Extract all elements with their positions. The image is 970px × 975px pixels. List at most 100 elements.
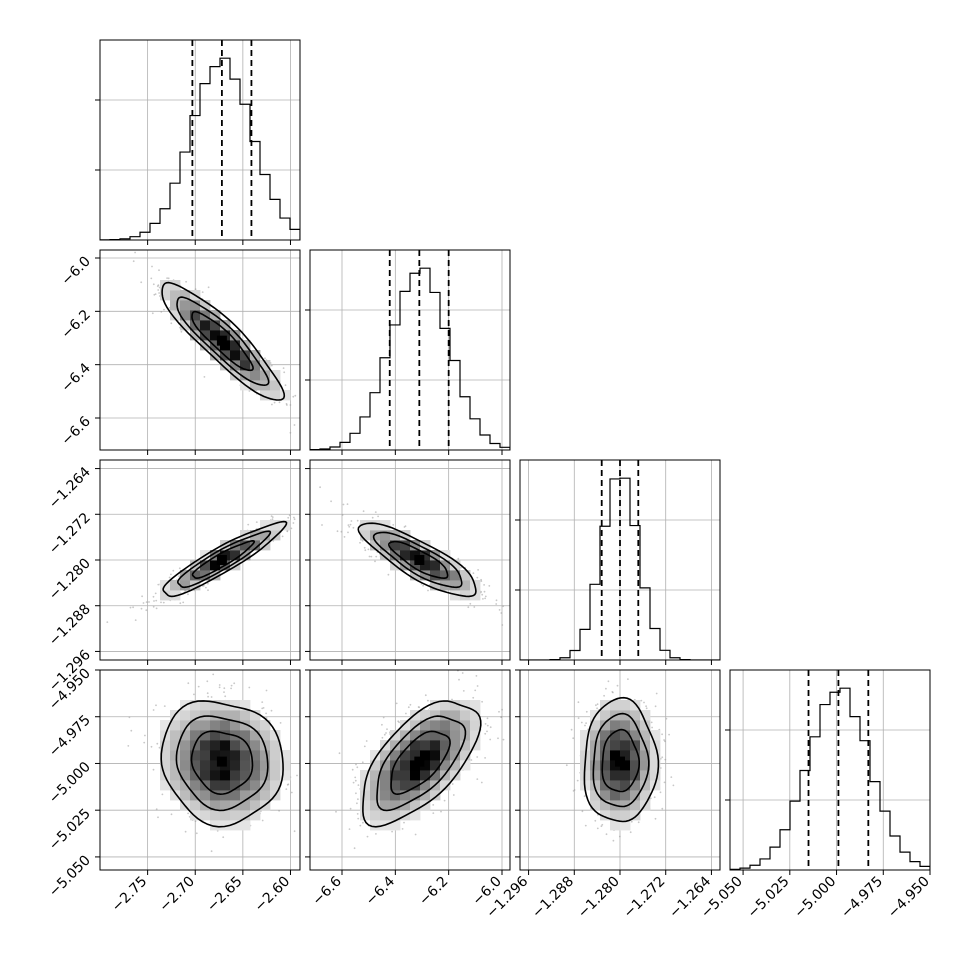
scatter-point [223, 687, 226, 690]
scatter-point [489, 738, 492, 741]
scatter-point [472, 696, 475, 699]
density-cell [260, 370, 271, 381]
density-cell [210, 710, 221, 721]
scatter-point [573, 789, 576, 791]
density-cell [650, 770, 661, 781]
scatter-point [611, 691, 614, 693]
y-tick-label: −1.264 [46, 464, 94, 512]
density-cell [430, 740, 441, 751]
scatter-point [364, 549, 367, 552]
density-cell [400, 530, 411, 541]
scatter-point [355, 763, 357, 766]
density-cell [170, 780, 181, 791]
density-cell [230, 810, 241, 821]
scatter-point [203, 376, 206, 378]
scatter-point [153, 600, 155, 602]
scatter-point [387, 573, 390, 576]
scatter-point [270, 709, 273, 712]
scatter-point [585, 722, 587, 724]
density-cell [270, 530, 281, 541]
scatter-point [172, 569, 175, 572]
scatter-point [501, 624, 504, 626]
scatter-point [290, 527, 293, 530]
y-tick-label: −5.025 [46, 806, 94, 854]
density-cell [240, 720, 251, 731]
panel-frame [309, 249, 511, 451]
density-cell [470, 700, 481, 711]
panel-2-1 [305, 459, 511, 665]
density-cell [390, 820, 401, 831]
density-cell [260, 770, 271, 781]
density-cell [630, 710, 641, 721]
contour-2sigma [160, 700, 284, 828]
density-cell [200, 710, 211, 721]
density-cell [370, 760, 381, 771]
density-cell [460, 590, 471, 601]
scatter-point [271, 518, 274, 520]
scatter-point [160, 601, 162, 604]
density-cell [390, 800, 401, 811]
scatter-point [371, 516, 374, 519]
scatter-point [161, 793, 164, 796]
density-cell [240, 710, 251, 721]
scatter-point [187, 682, 190, 685]
scatter-point [285, 788, 288, 790]
density-cell [260, 390, 271, 401]
density-cell [360, 800, 371, 811]
x-tick-label: −2.65 [204, 874, 246, 916]
density-cell [600, 760, 611, 771]
scatter-point [353, 847, 356, 850]
scatter-point [672, 784, 675, 787]
scatter-point [585, 710, 588, 713]
scatter-point [414, 833, 417, 836]
density-cell [410, 740, 421, 751]
density-cell [240, 740, 251, 751]
scatter-point [158, 269, 160, 272]
density-cell [200, 560, 211, 571]
density-cell [460, 570, 471, 581]
density-cell [200, 740, 211, 751]
scatter-point [486, 717, 489, 720]
scatter-point [150, 277, 153, 280]
scatter-point [262, 707, 265, 709]
scatter-point [261, 819, 264, 822]
panel-2-0 [95, 459, 301, 665]
scatter-point [342, 503, 345, 506]
density-cell [410, 800, 421, 811]
density-cell [260, 730, 271, 741]
density-cell [210, 820, 221, 831]
density-cell [400, 720, 411, 731]
scatter-point [247, 523, 250, 526]
density-cell [230, 770, 241, 781]
density-cell [270, 520, 281, 531]
density-cell [230, 330, 241, 341]
density-cell [640, 720, 651, 731]
density-cell [610, 720, 621, 731]
density-cell [240, 780, 251, 791]
density-cell [240, 370, 251, 381]
density-cell [470, 710, 481, 721]
density-cell [460, 580, 471, 591]
density-cell [360, 770, 371, 781]
density-cell [640, 750, 651, 761]
x-tick-label: −4.975 [838, 874, 886, 922]
scatter-point [168, 576, 171, 579]
density-cell [250, 760, 261, 771]
scatter-point [224, 695, 227, 698]
density-cell [600, 800, 611, 811]
scatter-point [668, 733, 670, 736]
scatter-point [627, 678, 629, 680]
scatter-point [661, 756, 664, 759]
scatter-point [233, 682, 236, 685]
density-cell [610, 810, 621, 821]
density-cell [240, 790, 251, 801]
scatter-point [475, 675, 478, 677]
density-cell [270, 780, 281, 791]
density-cell [220, 320, 231, 331]
scatter-point [409, 703, 412, 706]
scatter-point [432, 812, 435, 814]
scatter-point [484, 732, 487, 735]
scatter-point [286, 530, 289, 533]
scatter-point [477, 569, 479, 571]
